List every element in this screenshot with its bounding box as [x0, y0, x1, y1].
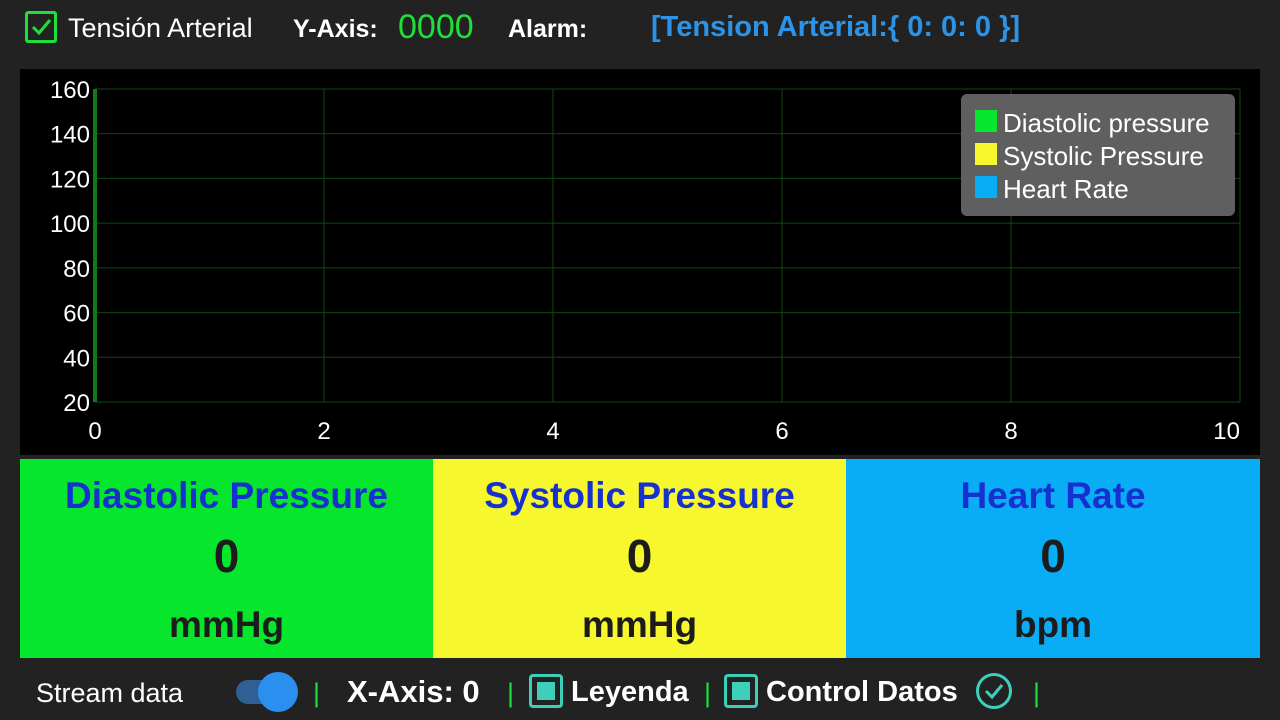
chart-legend: Diastolic pressure Systolic Pressure Hea… — [961, 94, 1235, 216]
y-tick-label: 160 — [50, 77, 90, 104]
separator: | — [313, 678, 321, 708]
heart-rate-panel: Heart Rate 0 bpm — [846, 459, 1260, 658]
systolic-title: Systolic Pressure — [484, 475, 795, 516]
check-circle-icon[interactable] — [975, 672, 1013, 710]
heart-rate-unit: bpm — [1013, 604, 1093, 645]
control-datos-label[interactable]: Control Datos — [766, 676, 958, 708]
checkbox-fill — [732, 682, 750, 700]
y-tick-label: 80 — [63, 256, 90, 283]
diastolic-panel: Diastolic Pressure 0 mmHg — [20, 459, 433, 658]
x-tick-label: 0 — [88, 418, 101, 445]
x-tick-label: 10 — [1213, 418, 1240, 445]
y-tick-label: 60 — [63, 301, 90, 328]
separator: | — [1033, 678, 1041, 708]
x-tick-label: 4 — [546, 418, 559, 445]
heart-rate-value: 0 — [1040, 530, 1066, 582]
alarm-value: [Tension Arterial:{ 0: 0: 0 }] — [651, 11, 1021, 43]
legend-swatch-diastolic — [975, 110, 997, 132]
stream-data-toggle-thumb[interactable] — [258, 672, 298, 712]
systolic-panel: Systolic Pressure 0 mmHg — [433, 459, 846, 658]
y-tick-label: 140 — [50, 122, 90, 149]
x-tick-label: 6 — [775, 418, 788, 445]
legend-label-systolic: Systolic Pressure — [1003, 141, 1204, 171]
diastolic-title: Diastolic Pressure — [65, 475, 388, 516]
legend-swatch-heart-rate — [975, 176, 997, 198]
separator: | — [507, 678, 515, 708]
leyenda-label[interactable]: Leyenda — [571, 676, 689, 708]
tension-arterial-checkbox[interactable] — [25, 11, 57, 43]
leyenda-checkbox[interactable] — [529, 674, 563, 708]
systolic-value: 0 — [626, 530, 653, 582]
chart-canvas: 160 140 120 100 80 60 40 200 2 4 6 8 10 — [50, 77, 1241, 445]
blood-pressure-chart[interactable]: 160 140 120 100 80 60 40 20 0 2 4 6 8 10 Diastolic pr… — [20, 69, 1260, 455]
x-tick-label: 8 — [1004, 418, 1017, 445]
alarm-label: Alarm: — [508, 15, 588, 43]
heart-rate-title: Heart Rate — [960, 475, 1146, 516]
checkbox-fill — [537, 682, 555, 700]
y-tick-label: 120 — [50, 166, 90, 193]
y-tick-label: 40 — [63, 345, 90, 372]
legend-swatch-systolic — [975, 143, 997, 165]
legend-label-heart-rate: Heart Rate — [1003, 174, 1129, 204]
top-bar: Tensión Arterial Y-Axis: 0000 Alarm: [Te… — [0, 0, 1280, 60]
x-axis-label: X-Axis: 0 — [347, 674, 480, 709]
stream-data-label: Stream data — [36, 678, 184, 708]
y-tick-label: 100 — [50, 211, 90, 238]
checkmark-icon — [31, 19, 52, 36]
control-datos-checkbox[interactable] — [724, 674, 758, 708]
tension-arterial-label[interactable]: Tensión Arterial — [68, 13, 253, 43]
systolic-unit: mmHg — [581, 604, 698, 645]
y-tick-label: 20 — [63, 390, 90, 417]
legend-label-diastolic: Diastolic pressure — [1003, 108, 1210, 138]
y-axis-label: Y-Axis: — [293, 15, 378, 43]
x-tick-label: 2 — [317, 418, 330, 445]
diastolic-value: 0 — [213, 530, 240, 582]
diastolic-unit: mmHg — [168, 604, 285, 645]
separator: | — [704, 678, 712, 708]
bottom-bar: Stream data | X-Axis: 0 | Leyenda | Cont… — [0, 660, 1280, 720]
y-axis-value: 0000 — [398, 8, 474, 46]
